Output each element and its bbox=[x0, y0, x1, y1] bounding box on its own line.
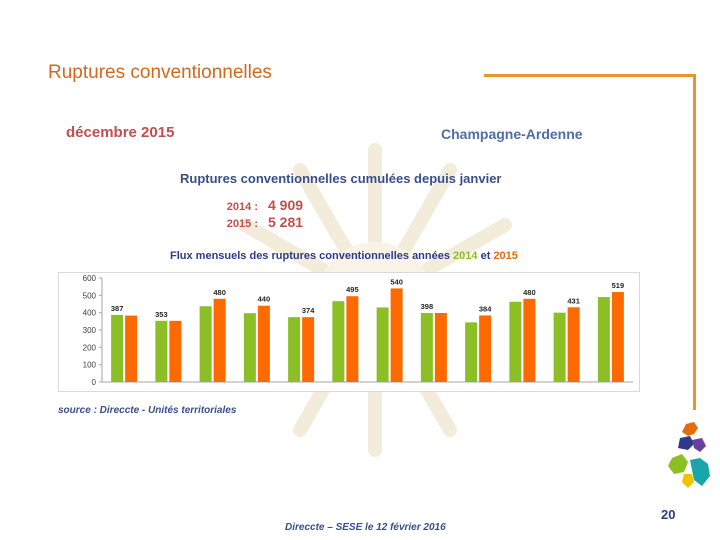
bar-2015 bbox=[390, 288, 403, 382]
chart-title-prefix: Flux mensuels des ruptures conventionnel… bbox=[170, 250, 450, 262]
data-label: 540 bbox=[390, 277, 403, 286]
bar-2014 bbox=[199, 306, 212, 382]
bar-2014 bbox=[420, 313, 433, 382]
chart-title-year-2014: 2014 bbox=[453, 250, 478, 262]
bar-2015 bbox=[611, 292, 624, 382]
data-label: 480 bbox=[523, 288, 536, 297]
bar-2014 bbox=[155, 320, 168, 382]
bar-2014 bbox=[465, 322, 478, 382]
bar-2015 bbox=[257, 305, 270, 382]
bar-2015 bbox=[567, 307, 580, 382]
cumulative-value: 4 909 bbox=[268, 197, 304, 213]
bar-2015 bbox=[479, 315, 492, 382]
bar-2014 bbox=[332, 301, 345, 382]
data-label: 353 bbox=[155, 310, 168, 319]
data-label: 374 bbox=[302, 306, 315, 315]
data-label: 480 bbox=[213, 288, 226, 297]
bar-2014 bbox=[288, 317, 301, 382]
chart-title-year-2015: 2015 bbox=[493, 250, 518, 262]
bar-2015 bbox=[302, 317, 315, 382]
regions-map-logo-icon bbox=[668, 422, 710, 488]
accent-rule-horizontal bbox=[484, 74, 696, 77]
y-tick-label: 400 bbox=[83, 309, 97, 318]
chart-title-joiner: et bbox=[480, 250, 491, 262]
cumulative-value: 5 281 bbox=[268, 214, 304, 230]
y-tick-label: 300 bbox=[83, 326, 97, 335]
bar-2015 bbox=[125, 315, 138, 382]
slide-title: Ruptures conventionnelles bbox=[48, 62, 272, 83]
bar-2015 bbox=[213, 298, 226, 382]
y-tick-label: 0 bbox=[92, 378, 97, 387]
bar-2015 bbox=[346, 296, 359, 382]
cumulative-title: Ruptures conventionnelles cumulées depui… bbox=[180, 171, 502, 186]
page-number: 20 bbox=[661, 507, 676, 522]
y-tick-label: 100 bbox=[83, 361, 97, 370]
cumulative-year: 2015 : bbox=[226, 218, 258, 230]
bar-2014 bbox=[111, 314, 124, 382]
accent-rule-vertical bbox=[693, 74, 696, 410]
region-label: Champagne-Ardenne bbox=[441, 126, 583, 142]
cumulative-row-2015: 2015 : 5 281 bbox=[206, 214, 303, 232]
y-tick-label: 600 bbox=[83, 274, 97, 283]
chart-title: Flux mensuels des ruptures conventionnel… bbox=[170, 250, 518, 262]
y-tick-label: 200 bbox=[83, 343, 97, 352]
data-label: 387 bbox=[111, 304, 124, 313]
bar-2014 bbox=[509, 301, 522, 382]
bar-2015 bbox=[434, 313, 447, 382]
y-tick-label: 500 bbox=[83, 291, 97, 300]
data-label: 398 bbox=[421, 302, 434, 311]
data-label: 495 bbox=[346, 285, 359, 294]
footer-note: Direccte – SESE le 12 février 2016 bbox=[285, 522, 446, 533]
bar-2014 bbox=[243, 313, 256, 382]
bar-2015 bbox=[523, 298, 536, 382]
cumulative-year: 2014 : bbox=[226, 201, 258, 213]
bar-2014 bbox=[376, 307, 389, 382]
period-label: décembre 2015 bbox=[66, 124, 175, 141]
data-label: 440 bbox=[258, 295, 271, 304]
data-label: 519 bbox=[612, 281, 625, 290]
source-note: source : Direccte - Unités territoriales bbox=[58, 405, 237, 416]
bar-chart: 0 100 200 300 400 500 600 387 353 398 480 440 374 495… bbox=[83, 274, 633, 387]
bar-2014 bbox=[597, 297, 610, 382]
data-label: 431 bbox=[567, 296, 580, 305]
data-label: 384 bbox=[479, 304, 492, 313]
bar-2015 bbox=[169, 320, 182, 382]
bar-2014 bbox=[553, 312, 566, 382]
cumulative-row-2014: 2014 : 4 909 bbox=[206, 197, 303, 215]
